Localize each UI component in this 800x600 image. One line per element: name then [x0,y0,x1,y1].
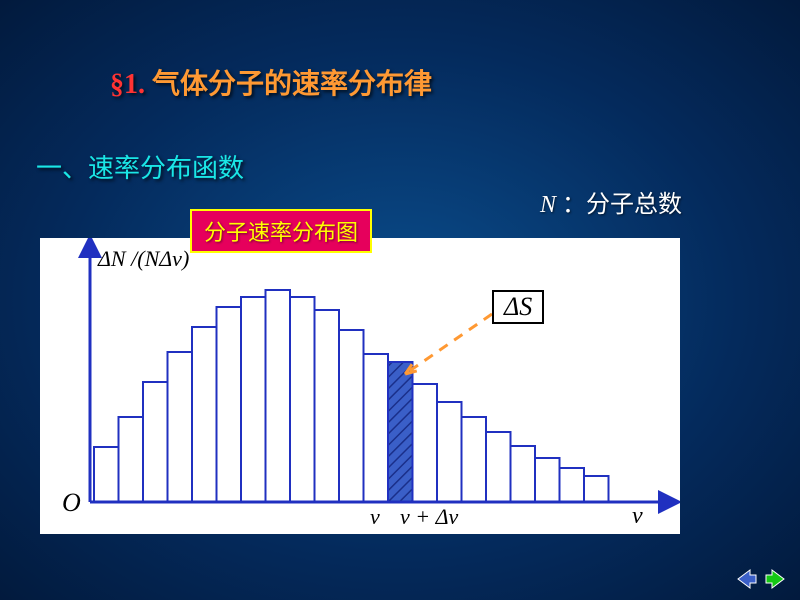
delta-s-label: ΔS [492,290,544,324]
page-title: §1. 气体分子的速率分布律 [110,62,432,102]
v-label-right: v + Δv [400,504,458,530]
title-text: 气体分子的速率分布律 [152,69,432,100]
chart-caption-badge: 分子速率分布图 [190,209,372,253]
v-label-left: v [370,504,380,530]
histogram-chart: ΔN /(NΔv) O v v + Δv v ΔS [40,238,680,534]
n-total-label: N ：分子总数 [540,184,682,219]
n-symbol: N [540,192,556,218]
y-axis-label: ΔN /(NΔv) [98,246,189,272]
origin-label: O [62,488,81,518]
v-axis-end-label: v [632,503,643,530]
n-desc: ：分子总数 [562,192,682,218]
prev-arrow-icon[interactable] [732,566,760,592]
next-arrow-icon[interactable] [762,566,790,592]
subtitle: 一、速率分布函数 [36,148,244,185]
section-number: §1. [110,69,145,100]
chart-svg [40,238,680,534]
nav-buttons [732,566,790,592]
